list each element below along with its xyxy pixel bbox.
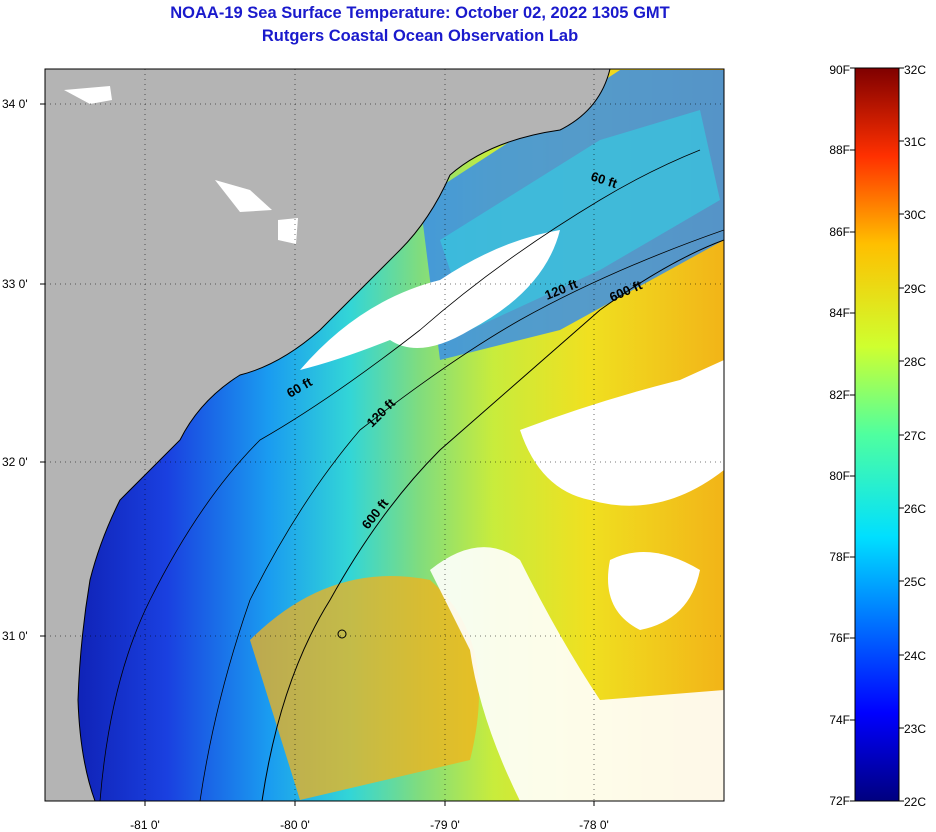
lat-label-33: 33 0' xyxy=(2,277,28,291)
colorbar-c-label: 29C xyxy=(904,282,926,296)
cloud-coastal xyxy=(300,230,560,370)
colorbar-f-label: 78F xyxy=(829,550,850,564)
contour-120ft xyxy=(199,229,724,801)
colorbar-f-label: 84F xyxy=(829,306,850,320)
sst-warm-core xyxy=(250,576,479,800)
map-subtitle: Rutgers Coastal Ocean Observation Lab xyxy=(261,27,579,45)
colorbar-c-label: 24C xyxy=(904,649,926,663)
colorbar-c-label: 32C xyxy=(904,63,926,77)
colorbar-f-label: 72F xyxy=(829,794,850,808)
contour-600ft xyxy=(261,239,724,801)
colorbar-f-label: 90F xyxy=(829,63,850,77)
colorbar-c-label: 30C xyxy=(904,208,926,222)
colorbar-f-label: 82F xyxy=(829,388,850,402)
colorbar-c-label: 27C xyxy=(904,429,926,443)
colorbar-c-label: 22C xyxy=(904,795,926,809)
colorbar-c-label: 28C xyxy=(904,355,926,369)
colorbar-c-label: 25C xyxy=(904,575,926,589)
colorbar-f-label: 74F xyxy=(829,713,850,727)
map-plot-area: 60 ft 120 ft 600 ft 60 ft 120 ft 600 ft xyxy=(45,69,724,801)
cloud-southeast xyxy=(430,547,724,801)
colorbar-c-label: 26C xyxy=(904,502,926,516)
colorbar-f-label: 88F xyxy=(829,143,850,157)
colorbar-f-label: 86F xyxy=(829,225,850,239)
lon-label-80: -80 0' xyxy=(280,818,310,832)
colorbar-f-label: 80F xyxy=(829,469,850,483)
axis-ticks xyxy=(40,103,595,806)
land-mass xyxy=(45,69,611,801)
lon-label-81: -81 0' xyxy=(130,818,160,832)
inland-cloud-2 xyxy=(215,180,272,212)
cloud-east xyxy=(520,360,724,506)
lat-label-32: 32 0' xyxy=(2,455,28,469)
lat-label-31: 31 0' xyxy=(2,629,28,643)
colorbar-f-label: 76F xyxy=(829,631,850,645)
graticule xyxy=(45,69,724,801)
map-frame xyxy=(44,68,725,802)
colorbar xyxy=(854,67,900,802)
map-title: NOAA-19 Sea Surface Temperature: October… xyxy=(170,4,670,22)
lon-label-79: -79 0' xyxy=(430,818,460,832)
inland-cloud xyxy=(64,86,112,104)
inland-cloud-3 xyxy=(278,218,298,244)
colorbar-c-label: 23C xyxy=(904,722,926,736)
cloud-patch xyxy=(608,552,700,630)
lat-label-34: 34 0' xyxy=(2,97,28,111)
colorbar-ticks xyxy=(850,67,904,802)
contour-seamount xyxy=(337,629,347,639)
lon-label-78: -78 0' xyxy=(579,818,609,832)
contour-60ft xyxy=(99,149,701,801)
colorbar-c-label: 31C xyxy=(904,135,926,149)
